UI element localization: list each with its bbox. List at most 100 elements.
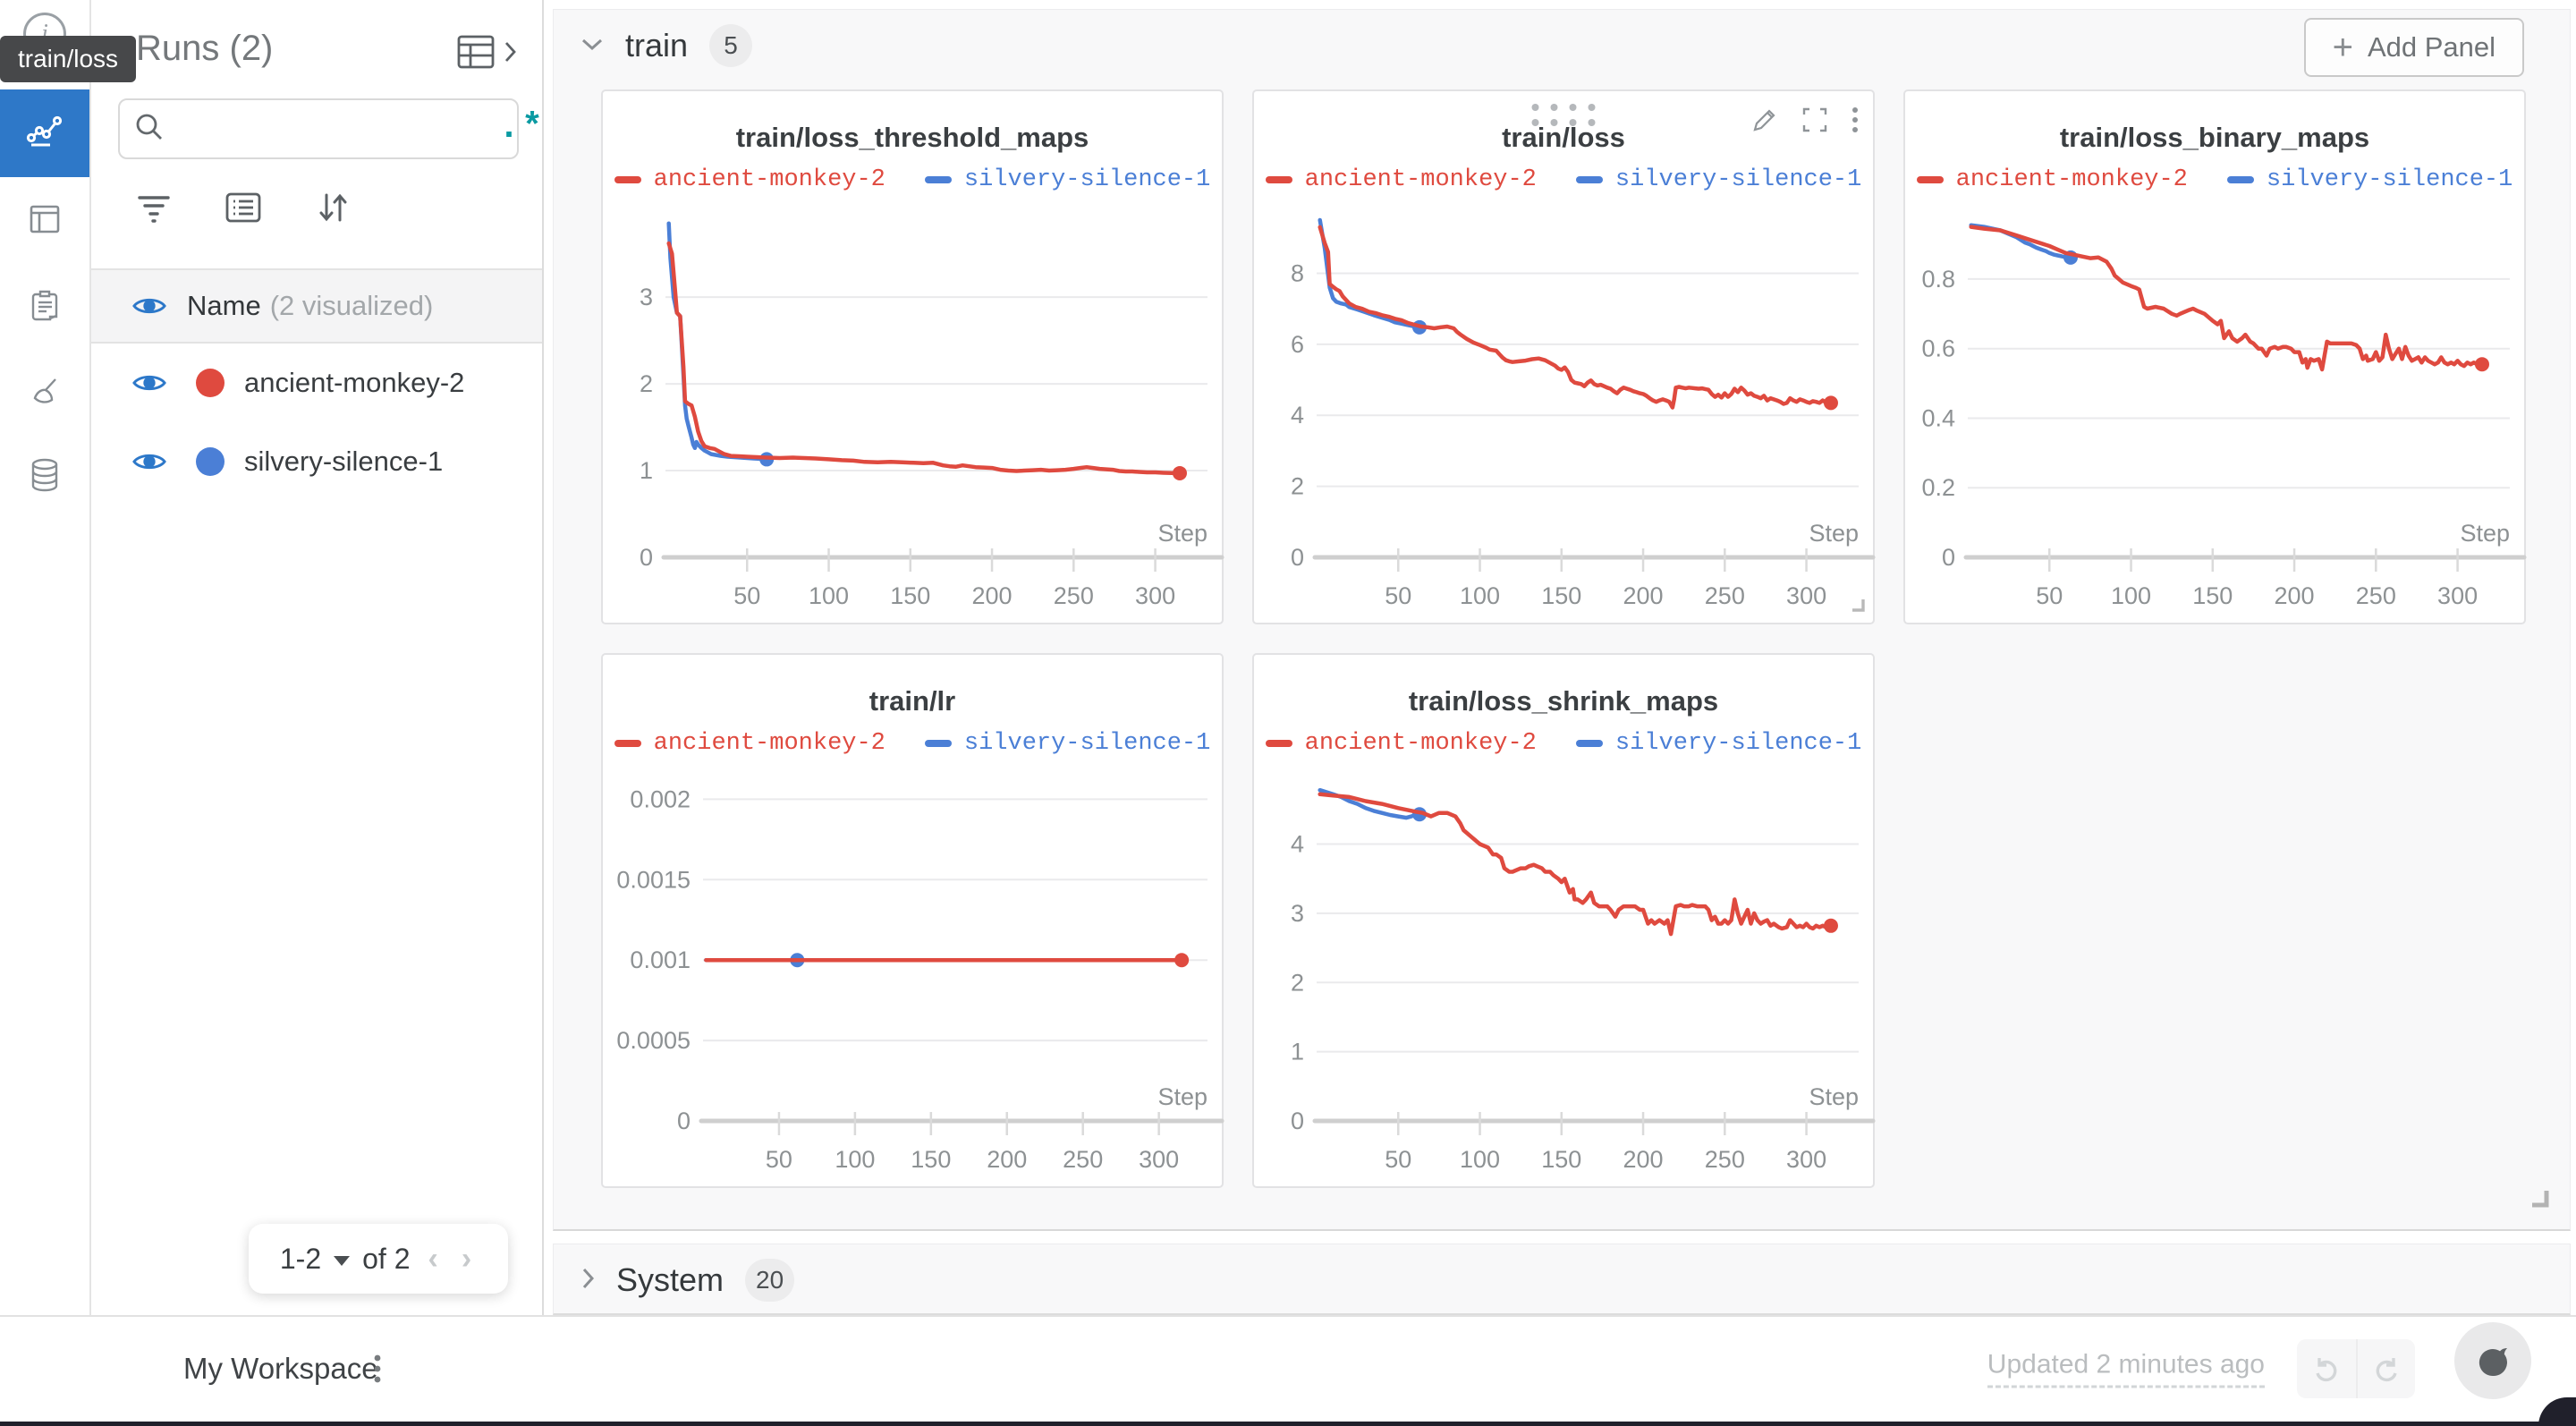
legend-entry[interactable]: ancient-monkey-2 <box>1916 166 2188 193</box>
sidebar-item-charts[interactable] <box>0 89 89 177</box>
svg-text:300: 300 <box>2437 582 2478 609</box>
kebab-menu-icon[interactable] <box>1852 106 1859 134</box>
chart-plot: 0 0.0005 0.001 0.0015 0.002 50 100 150 200 250 300… <box>603 766 1225 1188</box>
panel-card-loss-shrink-maps[interactable]: train/loss_shrink_maps ancient-monkey-2 s… <box>1252 653 1876 1188</box>
edit-pencil-icon[interactable] <box>1751 106 1778 133</box>
svg-text:250: 250 <box>2356 582 2396 609</box>
legend-swatch <box>1265 176 1292 183</box>
chart-line-ancient-monkey-2 <box>1318 225 1834 410</box>
legend-run-name: silvery-silence-1 <box>963 730 1211 757</box>
legend-swatch <box>924 740 952 747</box>
runs-table-expand-button[interactable] <box>456 32 521 75</box>
sidebar-item-sweeps[interactable] <box>0 351 89 438</box>
legend-swatch <box>614 176 641 183</box>
legend-entry[interactable]: ancient-monkey-2 <box>614 166 886 193</box>
updated-status[interactable]: Updated 2 minutes ago <box>1987 1350 2265 1388</box>
svg-text:4: 4 <box>1291 402 1304 429</box>
panel-toolbar <box>1751 106 1859 134</box>
svg-text:200: 200 <box>2275 582 2315 609</box>
svg-text:300: 300 <box>1135 582 1175 609</box>
run-name: silvery-silence-1 <box>244 446 444 477</box>
sidebar-item-artifacts[interactable] <box>0 433 89 521</box>
chevron-right-icon <box>503 39 517 69</box>
fullscreen-icon[interactable] <box>1801 106 1828 133</box>
svg-text:300: 300 <box>1786 1146 1826 1173</box>
legend-entry[interactable]: silvery-silence-1 <box>1575 166 1861 193</box>
prev-page-chevron-icon[interactable]: ‹ <box>428 1241 438 1276</box>
panel-card-loss[interactable]: train/loss ancient-monkey-2 silvery-silen… <box>1252 89 1877 624</box>
drag-handle-icon[interactable] <box>1531 104 1596 126</box>
chat-bubble-button[interactable] <box>2454 1322 2531 1399</box>
panel-card-lr[interactable]: train/lr ancient-monkey-2 silvery-silence… <box>601 653 1224 1188</box>
svg-text:Step: Step <box>1809 1083 1859 1110</box>
search-icon <box>134 112 165 147</box>
page-size-caret-icon[interactable] <box>334 1255 351 1266</box>
legend-entry[interactable]: silvery-silence-1 <box>924 166 1211 193</box>
svg-text:Step: Step <box>1809 520 1859 547</box>
svg-text:300: 300 <box>1139 1146 1179 1173</box>
train-section-header[interactable]: train 5 <box>580 10 753 81</box>
svg-text:6: 6 <box>1291 331 1304 358</box>
legend-entry[interactable]: ancient-monkey-2 <box>1265 166 1537 193</box>
legend-run-name: ancient-monkey-2 <box>653 730 886 757</box>
legend-entry[interactable]: ancient-monkey-2 <box>614 730 886 757</box>
runs-search-input[interactable] <box>175 115 498 143</box>
group-list-icon[interactable] <box>220 186 267 229</box>
tooltip: train/loss <box>0 36 137 82</box>
chart-line-ancient-monkey-2 <box>1318 792 1834 937</box>
left-nav-rail: i <box>0 0 91 1315</box>
run-name: ancient-monkey-2 <box>244 367 465 398</box>
chart-plot: 0 2 4 6 8 50 100 150 200 250 300 Step <box>1254 202 1877 624</box>
legend-swatch <box>1575 740 1603 747</box>
panels-table-icon <box>24 199 65 244</box>
panel-resize-handle[interactable] <box>1850 597 1866 617</box>
redo-button[interactable] <box>2356 1339 2415 1398</box>
legend-entry[interactable]: silvery-silence-1 <box>1575 730 1862 757</box>
legend-run-name: silvery-silence-1 <box>1614 730 1862 757</box>
svg-text:0: 0 <box>1291 544 1304 571</box>
svg-text:100: 100 <box>2111 582 2151 609</box>
page-range-label[interactable]: 1-2 <box>279 1242 322 1275</box>
svg-text:250: 250 <box>1054 582 1094 609</box>
run-row[interactable]: ancient-monkey-2 <box>91 344 542 422</box>
svg-text:100: 100 <box>835 1146 875 1173</box>
chat-icon <box>2479 1348 2507 1377</box>
regex-toggle-icon[interactable]: .* <box>498 108 546 149</box>
undo-button[interactable] <box>2297 1339 2356 1398</box>
svg-text:4: 4 <box>1291 831 1304 858</box>
svg-text:0.0005: 0.0005 <box>616 1027 691 1054</box>
svg-text:0.2: 0.2 <box>1921 474 1955 501</box>
legend-entry[interactable]: ancient-monkey-2 <box>1265 730 1537 757</box>
panel-card-loss-binary-maps[interactable]: train/loss_binary_maps ancient-monkey-2 s… <box>1903 89 2527 624</box>
eye-icon[interactable] <box>131 371 167 395</box>
filter-funnel-icon[interactable] <box>131 186 177 229</box>
sidebar-item-panels[interactable] <box>0 177 89 265</box>
system-section-header[interactable]: System 20 <box>580 1244 795 1316</box>
workspace-kebab-icon[interactable] <box>374 1353 381 1385</box>
svg-text:Step: Step <box>1157 520 1208 547</box>
add-panel-button[interactable]: + Add Panel <box>2303 18 2524 77</box>
visualized-count-label: (2 visualized) <box>269 290 434 321</box>
workspace-title: My Workspace <box>183 1352 378 1385</box>
run-row[interactable]: silvery-silence-1 <box>91 422 542 501</box>
legend-entry[interactable]: silvery-silence-1 <box>2226 166 2512 193</box>
legend-swatch <box>614 740 641 747</box>
eye-icon[interactable] <box>131 450 167 473</box>
sort-icon[interactable] <box>309 186 356 229</box>
next-page-chevron-icon[interactable]: › <box>461 1241 472 1276</box>
legend-entry[interactable]: silvery-silence-1 <box>924 730 1211 757</box>
svg-text:150: 150 <box>1541 1146 1581 1173</box>
runs-pagination: 1-2 of 2 ‹ › <box>249 1224 508 1294</box>
section-resize-handle[interactable] <box>2529 1187 2550 1213</box>
svg-text:0.002: 0.002 <box>630 785 691 812</box>
sidebar-item-notes[interactable] <box>0 263 89 351</box>
legend-run-name: silvery-silence-1 <box>963 166 1211 193</box>
legend-run-name: ancient-monkey-2 <box>1304 730 1537 757</box>
chart-title: train/loss_threshold_maps <box>735 122 1089 153</box>
chart-svg: 0 0.2 0.4 0.6 0.8 50 100 150 200 250 300 Step <box>1921 223 2527 609</box>
eye-icon[interactable] <box>131 294 167 318</box>
svg-text:100: 100 <box>1460 582 1500 609</box>
add-panel-label: Add Panel <box>2367 31 2496 63</box>
panel-card-loss-threshold-maps[interactable]: train/loss_threshold_maps ancient-monkey… <box>601 89 1224 624</box>
